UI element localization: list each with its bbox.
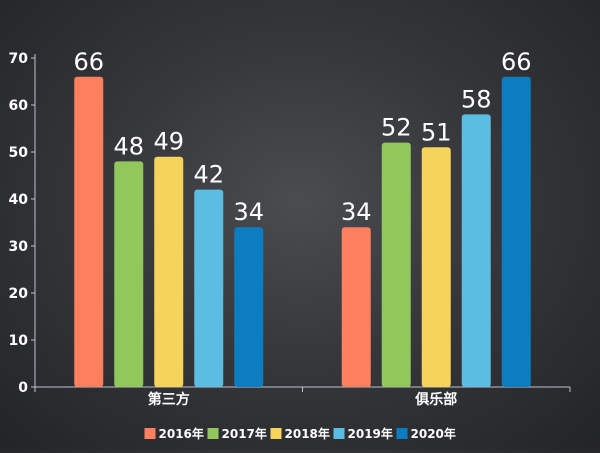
- y-tick-label: 70: [9, 51, 29, 67]
- x-tick-label: 第三方: [148, 391, 190, 408]
- data-label: 48: [113, 132, 144, 160]
- y-tick-label: 10: [9, 333, 29, 349]
- legend-swatch: [270, 428, 282, 439]
- legend-label: 2018年: [285, 426, 330, 441]
- bar: [341, 227, 371, 387]
- data-label: 58: [461, 85, 492, 113]
- legend: 2016年 2017年 2018年 2019年 2020年: [144, 426, 456, 441]
- legend-label: 2020年: [411, 426, 456, 441]
- y-tick-label: 0: [18, 380, 28, 396]
- data-label: 51: [421, 118, 452, 146]
- data-label: 66: [73, 48, 104, 76]
- y-tick-label: 60: [9, 98, 29, 114]
- legend-label: 2016年: [159, 426, 204, 441]
- y-tick-label: 30: [9, 239, 29, 255]
- legend-swatch: [207, 428, 219, 439]
- y-tick-label: 50: [9, 145, 29, 161]
- data-label: 42: [193, 161, 224, 189]
- bar: [114, 161, 144, 387]
- data-label: 52: [381, 114, 412, 142]
- bar: [421, 147, 451, 387]
- data-label: 34: [341, 198, 372, 226]
- legend-swatch: [144, 428, 156, 439]
- bar: [234, 227, 264, 387]
- data-label: 49: [153, 128, 184, 156]
- bar: [74, 76, 104, 388]
- data-labels: 66 48 49 42 34 34 52 51 58 66: [73, 48, 531, 226]
- bar: [194, 189, 224, 387]
- y-tick-label: 20: [9, 286, 29, 302]
- legend-swatch: [333, 428, 345, 439]
- legend-label: 2019年: [348, 426, 393, 441]
- legend-label: 2017年: [222, 426, 267, 441]
- legend-swatch: [396, 428, 408, 439]
- bar: [154, 156, 184, 387]
- bar: [381, 142, 411, 387]
- bars: [74, 76, 531, 388]
- y-tick-label: 40: [9, 192, 29, 208]
- data-label: 66: [501, 48, 532, 76]
- x-tick-label: 俱乐部: [414, 391, 457, 408]
- bar: [461, 114, 491, 388]
- axes: 0 10 20 30 40 50 60 70 第三方 俱乐部: [9, 51, 571, 408]
- bar: [501, 76, 531, 388]
- data-label: 34: [233, 198, 264, 226]
